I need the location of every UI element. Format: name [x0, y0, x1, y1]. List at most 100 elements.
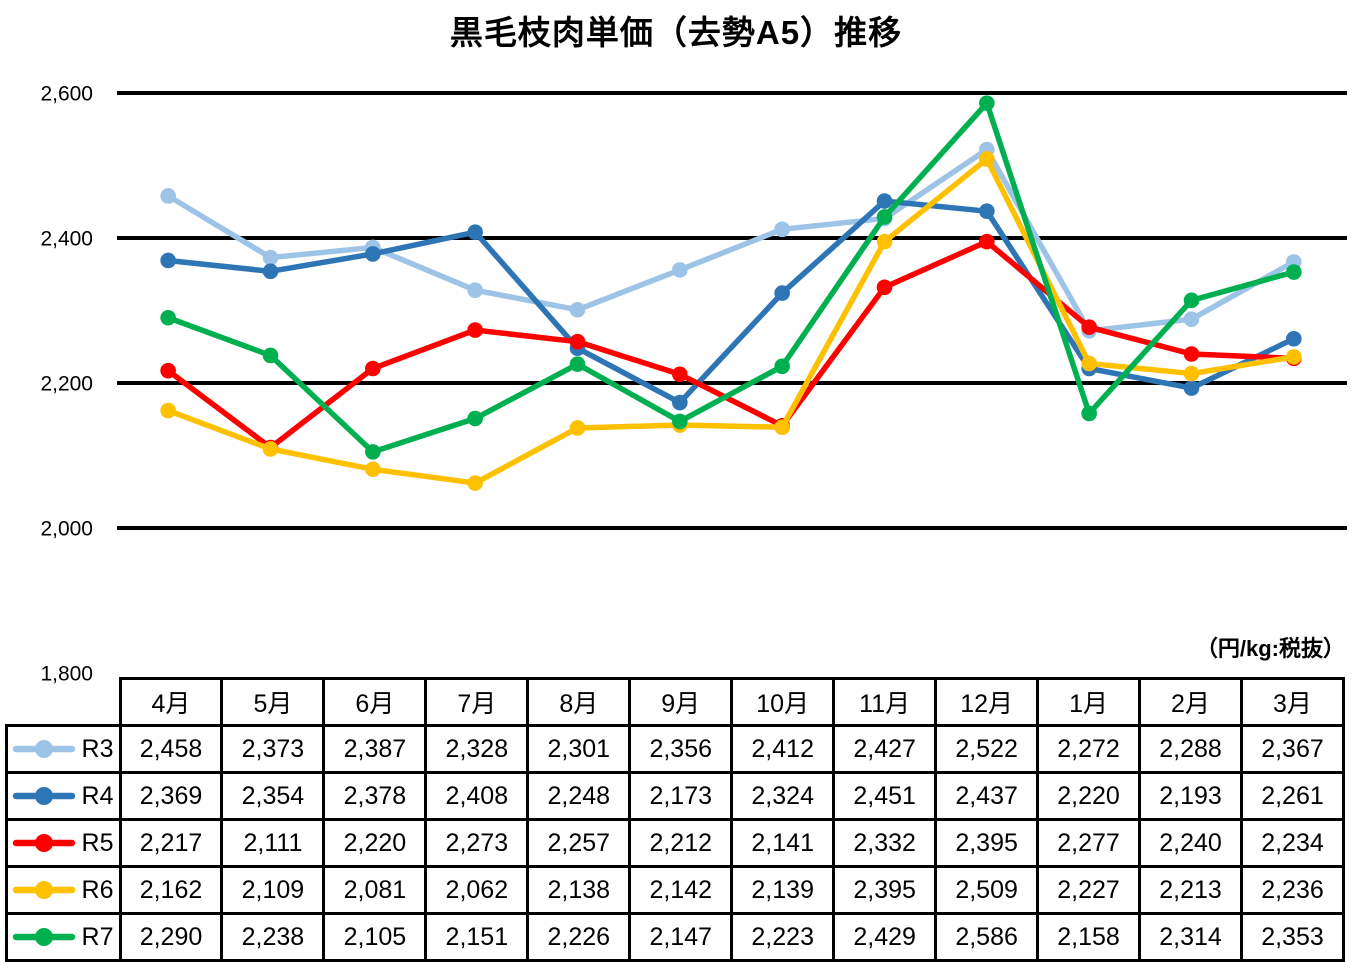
value-cell-R4-10月: 2,324 [730, 771, 836, 821]
table-row-R5: R5 2,217 2,111 2,220 2,273 2,257 2,212 2,141 2,3… [5, 818, 1346, 868]
series-line-R4 [165, 198, 1297, 406]
month-header: 11月 [832, 677, 938, 727]
series-marker-R7-4月 [160, 309, 176, 326]
unit-label: （円/kg:税抜） [1195, 636, 1345, 661]
table-row-R7: R7 2,290 2,238 2,105 2,151 2,226 2,147 2,223 2,4… [5, 912, 1346, 962]
value-cell-R3-2月: 2,288 [1138, 724, 1243, 774]
month-header: 1月 [1036, 677, 1142, 727]
series-marker-R4-4月 [160, 252, 176, 269]
value-cell-R4-8月: 2,248 [526, 771, 632, 821]
value-cell-R6-10月: 2,139 [730, 865, 836, 915]
month-header: 5月 [220, 677, 326, 727]
series-marker-R4-5月 [262, 263, 279, 280]
legend-key-R6: R6 [8, 876, 119, 905]
series-marker-icon [12, 928, 76, 946]
series-marker-R5-9月 [672, 366, 688, 383]
legend-dot [35, 740, 53, 758]
series-marker-R6-12月 [979, 151, 995, 167]
value-cell-R4-9月: 2,173 [628, 771, 734, 821]
legend-key-R3: R3 [8, 735, 119, 764]
series-label: R7 [81, 922, 114, 951]
series-marker-R4-11月 [876, 193, 893, 209]
value-cell-R7-8月: 2,226 [526, 912, 632, 962]
month-header: 6月 [322, 677, 428, 727]
value-cell-R3-1月: 2,272 [1036, 724, 1142, 774]
value-cell-R6-8月: 2,138 [526, 865, 632, 915]
y-tick-label-2600: 2,600 [40, 83, 93, 106]
value-cell-R7-11月: 2,429 [832, 912, 938, 962]
value-cell-R6-7月: 2,062 [424, 865, 530, 915]
series-marker-R6-3月 [1286, 349, 1302, 365]
series-marker-R7-1月 [1081, 405, 1097, 422]
value-cell-R7-3月: 2,353 [1239, 912, 1346, 962]
series-marker-R4-6月 [365, 246, 381, 262]
series-marker-R7-2月 [1183, 292, 1200, 309]
value-cell-R3-12月: 2,522 [934, 724, 1040, 774]
series-marker-icon [12, 787, 76, 805]
series-label: R5 [81, 828, 114, 857]
legend-dot [35, 928, 53, 946]
series-marker-R3-2月 [1183, 311, 1200, 328]
value-cell-R7-5月: 2,238 [220, 912, 326, 962]
table-row-R4: R4 2,369 2,354 2,378 2,408 2,248 2,173 2,324 2,4… [5, 771, 1346, 821]
value-cell-R6-11月: 2,395 [832, 865, 938, 915]
legend-dot [35, 834, 53, 852]
value-cell-R3-5月: 2,373 [220, 724, 326, 774]
value-cell-R5-3月: 2,234 [1239, 818, 1346, 868]
legend-cell-R7: R7 [5, 912, 122, 962]
series-marker-R6-2月 [1183, 365, 1200, 382]
legend-cell-R3: R3 [5, 724, 122, 774]
series-marker-R3-10月 [774, 221, 790, 238]
series-marker-R7-12月 [979, 95, 995, 111]
series-marker-R6-7月 [467, 475, 483, 491]
value-cell-R6-6月: 2,081 [322, 865, 428, 915]
value-cell-R7-7月: 2,151 [424, 912, 530, 962]
series-marker-R3-4月 [160, 188, 176, 204]
series-line-R5 [165, 238, 1297, 451]
value-cell-R7-9月: 2,147 [628, 912, 734, 962]
series-label: R4 [81, 781, 114, 810]
series-marker-R7-9月 [672, 413, 688, 430]
series-marker-R4-7月 [467, 224, 483, 240]
series-marker-R6-4月 [160, 402, 176, 419]
y-tick-label-2000: 2,000 [40, 518, 93, 541]
series-marker-R7-8月 [569, 356, 586, 372]
series-marker-R5-1月 [1081, 319, 1097, 335]
value-cell-R5-1月: 2,277 [1036, 818, 1142, 868]
month-header: 7月 [424, 677, 530, 727]
value-cell-R3-11月: 2,427 [832, 724, 938, 774]
series-marker-R6-1月 [1081, 355, 1097, 372]
month-header: 8月 [526, 677, 632, 727]
series-marker-R4-3月 [1286, 330, 1302, 347]
series-marker-R7-5月 [262, 347, 279, 364]
value-cell-R3-10月: 2,412 [730, 724, 836, 774]
series-label: R6 [81, 875, 114, 904]
value-cell-R7-6月: 2,105 [322, 912, 428, 962]
value-cell-R4-2月: 2,193 [1138, 771, 1243, 821]
y-tick-label-2200: 2,200 [40, 373, 93, 396]
value-cell-R5-7月: 2,273 [424, 818, 530, 868]
series-marker-R7-3月 [1286, 264, 1302, 280]
line-chart: 2,600 2,400 2,200 2,000 1,800 [40, 83, 1347, 686]
series-marker-R7-11月 [876, 209, 893, 225]
series-marker-R5-7月 [467, 322, 483, 338]
value-cell-R6-12月: 2,509 [934, 865, 1040, 915]
value-cell-R4-6月: 2,378 [322, 771, 428, 821]
series-marker-icon [12, 881, 76, 899]
month-header: 10月 [730, 677, 836, 727]
series-marker-R6-6月 [365, 461, 381, 478]
legend-cell-R5: R5 [5, 818, 122, 868]
series-marker-R5-2月 [1183, 346, 1200, 362]
value-cell-R6-1月: 2,227 [1036, 865, 1142, 915]
value-cell-R5-12月: 2,395 [934, 818, 1040, 868]
series-marker-R6-8月 [569, 420, 586, 436]
value-cell-R4-11月: 2,451 [832, 771, 938, 821]
month-header: 3月 [1239, 677, 1346, 727]
series-line-R7 [165, 100, 1297, 455]
legend-dot [35, 881, 53, 899]
table-header-row: 4月 5月 6月 7月 8月 9月 10月 11月 12月 1月 2月 3月 [7, 677, 1346, 727]
series-marker-R6-10月 [774, 419, 790, 436]
value-cell-R7-1月: 2,158 [1036, 912, 1142, 962]
series-marker-R5-8月 [569, 333, 586, 350]
